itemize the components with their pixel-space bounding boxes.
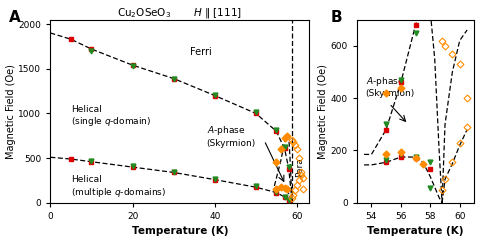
Text: Helical
(multiple $q$-domains): Helical (multiple $q$-domains) (71, 175, 166, 199)
Text: Helical
(single $q$-domain): Helical (single $q$-domain) (71, 105, 151, 128)
Y-axis label: Magnetic Field (Oe): Magnetic Field (Oe) (318, 64, 328, 159)
X-axis label: Temperature (K): Temperature (K) (132, 227, 228, 236)
X-axis label: Temperature (K): Temperature (K) (367, 227, 464, 236)
Text: Ferri: Ferri (190, 47, 212, 57)
Text: Para: Para (295, 157, 304, 177)
Text: $A$-phase
(Skyrmion): $A$-phase (Skyrmion) (206, 124, 256, 148)
Text: B: B (331, 10, 342, 25)
Y-axis label: Magnetic Field (Oe): Magnetic Field (Oe) (6, 64, 15, 159)
Text: $A$-phase
(Skyrmion): $A$-phase (Skyrmion) (366, 75, 415, 98)
Text: A: A (9, 10, 21, 25)
Title: Cu$_2$OSeO$_3$       $H$ $\|$ [111]: Cu$_2$OSeO$_3$ $H$ $\|$ [111] (118, 6, 242, 20)
